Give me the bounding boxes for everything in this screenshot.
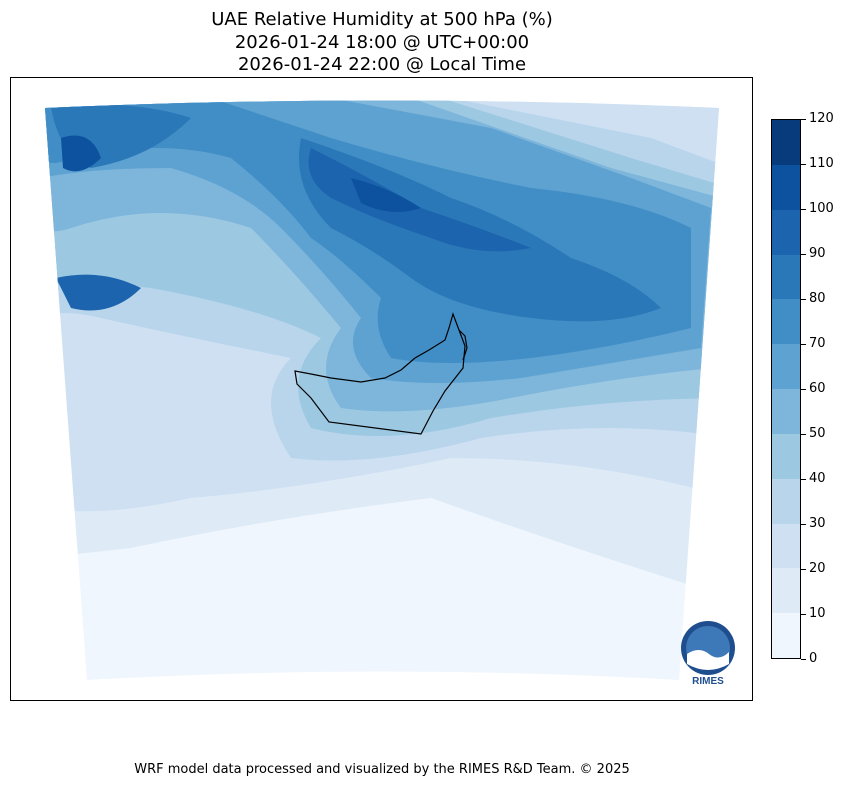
- level-90-100: [56, 148, 531, 311]
- colorbar-tick: [801, 389, 806, 390]
- colorbar-tick-label: 120: [809, 111, 834, 126]
- colorbar-segment: [772, 612, 800, 658]
- logo-text: RIMES: [692, 676, 724, 687]
- colorbar-segment: [772, 388, 800, 434]
- colorbar-tick: [801, 659, 806, 660]
- colorbar-tick-label: 40: [809, 471, 826, 486]
- utc-time-label: 2026-01-24 18:00 @ UTC+00:00: [234, 32, 530, 53]
- colorbar-tick-label: 60: [809, 381, 826, 396]
- uae-border: [294, 312, 468, 435]
- colorbar-segment: [772, 433, 800, 479]
- humidity-map: [45, 100, 719, 680]
- rimes-logo: RIMES: [675, 618, 741, 690]
- colorbar-tick-label: 50: [809, 426, 826, 441]
- colorbar-tick: [801, 164, 806, 165]
- colorbar: [771, 119, 801, 659]
- colorbar-segment: [772, 478, 800, 524]
- colorbar-tick: [801, 254, 806, 255]
- colorbar-segment: [772, 343, 800, 389]
- colorbar-tick: [801, 524, 806, 525]
- colorbar-tick: [801, 299, 806, 300]
- credit-footer: WRF model data processed and visualized …: [134, 762, 630, 777]
- colorbar-tick: [801, 614, 806, 615]
- colorbar-tick: [801, 479, 806, 480]
- colorbar-tick: [801, 344, 806, 345]
- colorbar-tick-label: 20: [809, 561, 826, 576]
- colorbar-tick-label: 70: [809, 336, 826, 351]
- chart-title: UAE Relative Humidity at 500 hPa (%): [211, 9, 553, 30]
- colorbar-tick-label: 10: [809, 606, 826, 621]
- colorbar-tick-label: 80: [809, 291, 826, 306]
- colorbar-segment: [772, 254, 800, 300]
- colorbar-tick: [801, 119, 806, 120]
- colorbar-segment: [772, 298, 800, 345]
- colorbar-tick-label: 90: [809, 246, 826, 261]
- colorbar-tick-label: 0: [809, 651, 818, 666]
- rimes-emblem-icon: [681, 621, 735, 675]
- level-80-90: [51, 104, 661, 322]
- colorbar-tick-label: 30: [809, 516, 826, 531]
- colorbar-segment: [772, 209, 800, 255]
- colorbar-tick: [801, 209, 806, 210]
- colorbar-segment: [772, 119, 800, 165]
- level-100-110: [61, 135, 421, 212]
- colorbar-segment: [772, 567, 800, 614]
- colorbar-segment: [772, 164, 800, 210]
- map-panel: [10, 77, 753, 701]
- local-time-label: 2026-01-24 22:00 @ Local Time: [237, 54, 527, 75]
- colorbar-segment: [772, 523, 800, 569]
- colorbar-tick-label: 110: [809, 156, 834, 171]
- colorbar-tick: [801, 434, 806, 435]
- colorbar-tick-label: 100: [809, 201, 834, 216]
- colorbar-tick: [801, 569, 806, 570]
- humidity-field: [45, 100, 719, 680]
